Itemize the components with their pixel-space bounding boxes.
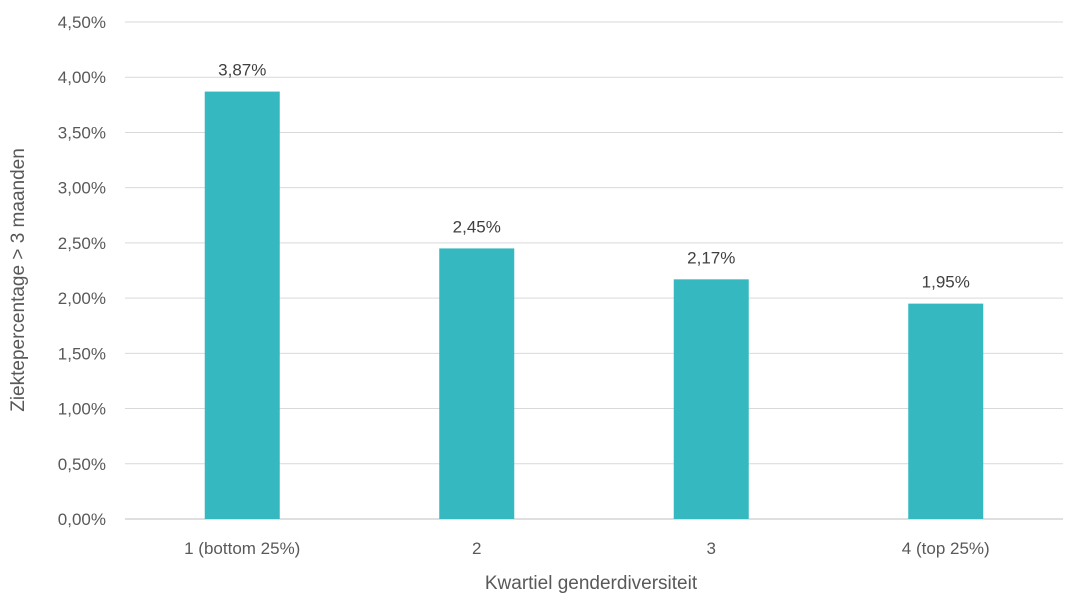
x-axis-title: Kwartiel genderdiversiteit	[485, 573, 698, 594]
x-tick-label: 3	[707, 539, 716, 558]
y-axis-ticks: 0,00% 0,50% 1,00% 1,50% 2,00% 2,50% 3,00% 3,50%…	[58, 13, 106, 529]
data-label: 1,95%	[922, 273, 970, 292]
bar	[673, 279, 749, 519]
x-axis-ticks: 1 (bottom 25%) 2 3 4 (top 25%)	[184, 539, 990, 558]
bar	[908, 303, 984, 519]
bars	[204, 91, 984, 519]
data-label: 3,87%	[218, 61, 266, 80]
data-labels: 3,87% 2,45% 2,17% 1,95%	[218, 61, 970, 292]
y-tick-label: 0,50%	[58, 455, 106, 474]
x-tick-label: 1 (bottom 25%)	[184, 539, 300, 558]
data-label: 2,17%	[687, 248, 735, 267]
gridlines	[125, 21, 1063, 520]
y-tick-label: 1,00%	[58, 400, 106, 419]
x-tick-label: 4 (top 25%)	[902, 539, 990, 558]
y-tick-label: 3,50%	[58, 123, 106, 142]
y-tick-label: 4,00%	[58, 68, 106, 87]
x-tick-label: 2	[472, 539, 481, 558]
y-tick-label: 4,50%	[58, 13, 106, 32]
y-tick-label: 2,00%	[58, 289, 106, 308]
y-tick-label: 3,00%	[58, 179, 106, 198]
bar	[439, 248, 515, 519]
y-axis-title: Ziektepercentage > 3 maanden	[8, 148, 29, 412]
y-tick-label: 2,50%	[58, 234, 106, 253]
bar	[204, 91, 280, 519]
data-label: 2,45%	[453, 217, 501, 236]
y-tick-label: 0,00%	[58, 510, 106, 529]
y-tick-label: 1,50%	[58, 344, 106, 363]
